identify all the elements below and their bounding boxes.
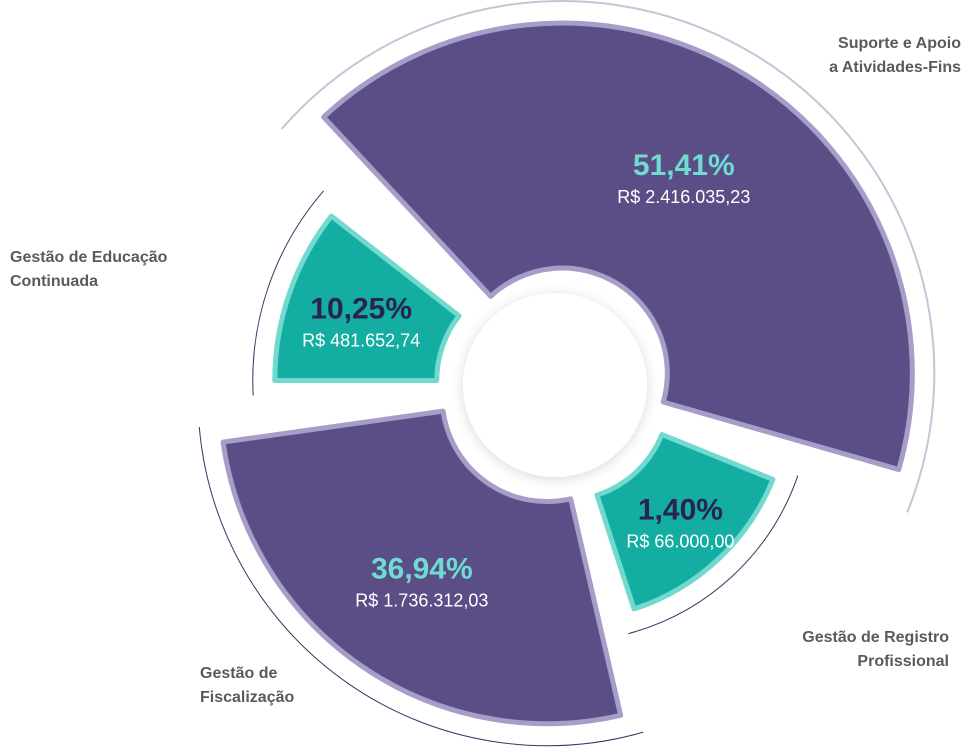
- guide-arc: [252, 190, 325, 396]
- amount-label: R$ 481.652,74: [302, 330, 420, 350]
- category-label: Gestão de Educação Continuada: [10, 249, 168, 290]
- percent-label: 1,40%: [638, 493, 723, 526]
- segment: [321, 20, 915, 473]
- amount-label: R$ 66.000,00: [626, 531, 734, 551]
- category-label: Gestão de Fiscalização: [200, 665, 295, 706]
- amount-label: R$ 1.736.312,03: [355, 591, 488, 611]
- guide-arc: [628, 475, 799, 635]
- percent-label: 51,41%: [633, 149, 735, 182]
- segment: [272, 213, 462, 383]
- percent-label: 10,25%: [310, 292, 412, 325]
- percent-label: 36,94%: [371, 553, 473, 586]
- center-hole: [463, 293, 647, 477]
- guide-arc: [198, 426, 644, 747]
- segment: [220, 408, 624, 727]
- category-label: Gestão de Registro Profissional: [802, 629, 949, 670]
- category-label: Suporte e Apoio a Atividades-Fins: [829, 35, 961, 76]
- amount-label: R$ 2.416.035,23: [617, 187, 750, 207]
- guide-arc: [280, 0, 936, 513]
- segment: [594, 432, 776, 612]
